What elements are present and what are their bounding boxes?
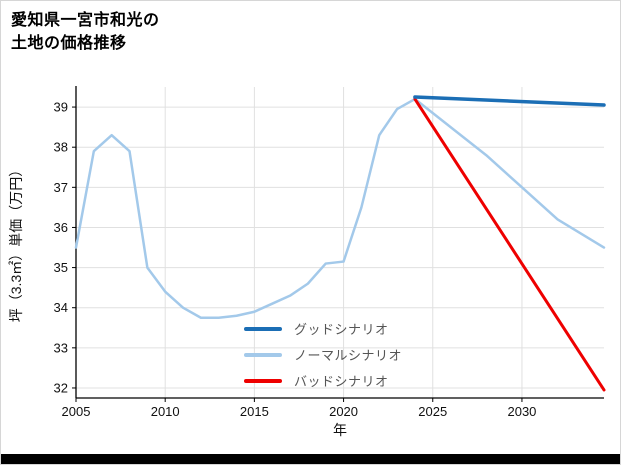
legend-swatch-bad <box>244 378 282 383</box>
x-tick-label: 2030 <box>507 404 536 419</box>
legend-label-good: グッドシナリオ <box>294 322 389 337</box>
series-line-good <box>413 95 606 107</box>
legend: グッドシナリオ ノーマルシナリオ バッドシナリオ <box>244 320 402 398</box>
y-tick-label: 36 <box>54 220 68 235</box>
x-tick-label: 2020 <box>329 404 358 419</box>
chart-title-line1: 愛知県一宮市和光の <box>11 12 160 29</box>
x-tick-label: 2005 <box>62 404 91 419</box>
legend-label-normal: ノーマルシナリオ <box>294 348 403 363</box>
legend-swatch-good <box>244 326 282 331</box>
chart-title: 愛知県一宮市和光の 土地の価格推移 <box>11 9 160 55</box>
x-axis-label: 年 <box>333 422 347 438</box>
y-tick-label: 37 <box>54 180 68 195</box>
legend-item-normal: ノーマルシナリオ <box>244 346 402 363</box>
bottom-bar <box>1 454 620 464</box>
y-tick-label: 39 <box>54 100 68 115</box>
series-line-bad <box>413 97 606 392</box>
y-tick-label: 35 <box>54 260 68 275</box>
y-tick-label: 34 <box>54 300 68 315</box>
x-tick-label: 2010 <box>151 404 180 419</box>
legend-item-good: グッドシナリオ <box>244 320 402 337</box>
legend-item-bad: バッドシナリオ <box>244 372 402 389</box>
legend-label-bad: バッドシナリオ <box>294 374 389 389</box>
chart-title-line2: 土地の価格推移 <box>11 35 127 53</box>
y-tick-label: 33 <box>54 340 68 355</box>
legend-swatch-normal <box>244 352 282 357</box>
y-axis-label: 坪（3.3㎡）単価（万円） <box>8 163 24 322</box>
y-tick-label: 38 <box>54 140 68 155</box>
series-line-normal <box>74 97 606 319</box>
y-tick-label: 32 <box>54 380 68 395</box>
x-tick-label: 2015 <box>240 404 269 419</box>
x-tick-label: 2025 <box>418 404 447 419</box>
